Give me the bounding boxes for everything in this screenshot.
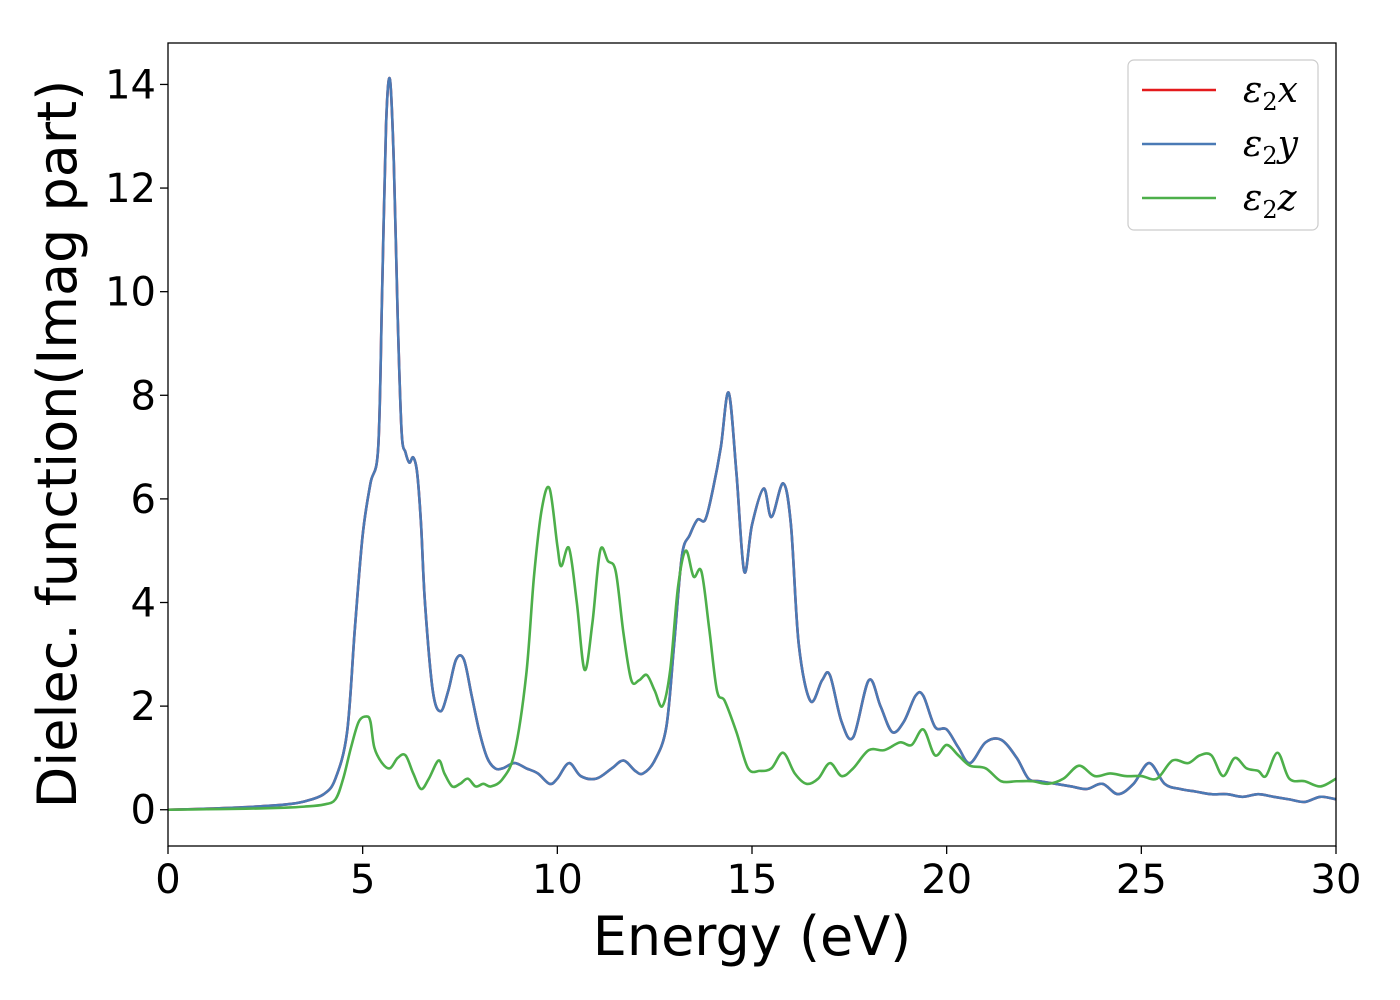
y-tick-label: 4 [131,581,156,627]
y-tick-label: 14 [105,62,156,108]
x-axis-label: Energy (eV) [593,905,912,968]
x-tick-label: 30 [1311,857,1362,903]
legend-label-1: ε2x [1243,70,1298,116]
y-tick-label: 12 [105,166,156,212]
x-axis-ticks: 0 5 10 15 20 25 30 [155,846,1361,903]
y-tick-label: 6 [131,477,156,523]
y-tick-label: 0 [131,788,156,834]
x-tick-label: 25 [1116,857,1167,903]
x-tick-label: 20 [921,857,972,903]
x-tick-label: 5 [350,857,375,903]
legend-label-2: ε2y [1243,124,1299,170]
legend: ε2x ε2y ε2z [1127,59,1319,231]
y-tick-label: 2 [131,684,156,730]
y-axis-label: Dielec. function(Imag part) [26,80,89,809]
legend-label-3: ε2z [1243,178,1298,224]
x-tick-label: 15 [727,857,778,903]
series-line-2 [168,76,1336,812]
series-line-3 [168,485,1336,812]
legend-box [1127,59,1319,231]
y-axis-ticks: 0 2 4 6 8 10 12 14 [105,62,168,834]
x-tick-label: 10 [532,857,583,903]
x-tick-label: 0 [155,857,180,903]
y-tick-label: 10 [105,270,156,316]
series-layer [168,76,1336,812]
y-tick-label: 8 [131,373,156,419]
